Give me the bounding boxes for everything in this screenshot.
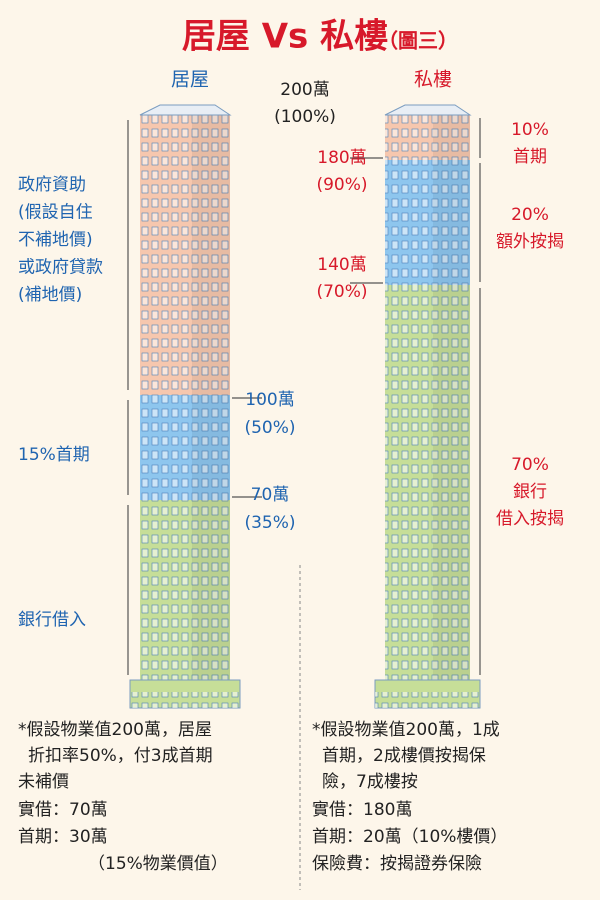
segment-label: 首期 (513, 147, 547, 167)
note: 險，7成樓按 (322, 772, 418, 792)
note: （15%物業價值） (88, 854, 228, 874)
podium-windows (130, 692, 240, 708)
segment-label: 或政府貸款 (18, 258, 103, 278)
percent: (50%) (244, 418, 295, 438)
percent: (70%) (316, 282, 367, 302)
windows (140, 115, 230, 680)
podium-windows (375, 692, 480, 708)
brackets (127, 118, 481, 675)
segment-label: 借入按揭 (496, 509, 564, 529)
segment-label: 銀行 (513, 482, 547, 502)
side-face (192, 115, 230, 680)
segment-label: 20% (511, 205, 549, 225)
note: 首期：20萬（10%樓價） (312, 827, 507, 847)
leader (232, 157, 383, 498)
segment-label: 15%首期 (18, 445, 90, 465)
note: 實借：70萬 (18, 800, 108, 820)
note: 實借：180萬 (312, 800, 412, 820)
title: 居屋 Vs 私樓 (182, 17, 388, 57)
segment-label: (補地價) (18, 285, 82, 305)
amount: 140萬 (317, 255, 366, 275)
amount: 200萬 (280, 80, 329, 100)
roof (384, 104, 472, 116)
percent: (90%) (316, 175, 367, 195)
segment-label: 額外按揭 (496, 232, 564, 252)
note: *假設物業值200萬，1成 (312, 720, 500, 740)
percent: (35%) (244, 513, 295, 533)
note: 首期：30萬 (18, 827, 108, 847)
segment-label: 銀行借入 (18, 610, 86, 630)
roof (139, 104, 232, 116)
side-face (433, 115, 470, 680)
segment-label: 70% (511, 455, 549, 475)
segment-label: 不補地價) (18, 230, 93, 250)
amount: 180萬 (317, 148, 366, 168)
subtitle: （圖三） (378, 29, 458, 53)
note: 首期，2成樓價按揭保 (322, 746, 486, 766)
windows (385, 115, 470, 680)
segment-label: 政府資助 (18, 175, 86, 195)
column-label: 居屋 (171, 69, 209, 91)
note: 保險費：按揭證券保險 (312, 854, 482, 874)
amount: 70萬 (251, 485, 290, 505)
note: 折扣率50%，付3成首期 (28, 746, 213, 766)
segment-label: (假設自住 (18, 203, 93, 223)
column-label: 私樓 (414, 69, 452, 91)
segment-label: 10% (511, 120, 549, 140)
building (374, 104, 481, 709)
amount: 100萬 (245, 390, 294, 410)
building (129, 104, 241, 709)
note: *假設物業值200萬，居屋 (18, 720, 212, 740)
note: 未補價 (18, 772, 69, 792)
percent: (100%) (274, 107, 336, 127)
